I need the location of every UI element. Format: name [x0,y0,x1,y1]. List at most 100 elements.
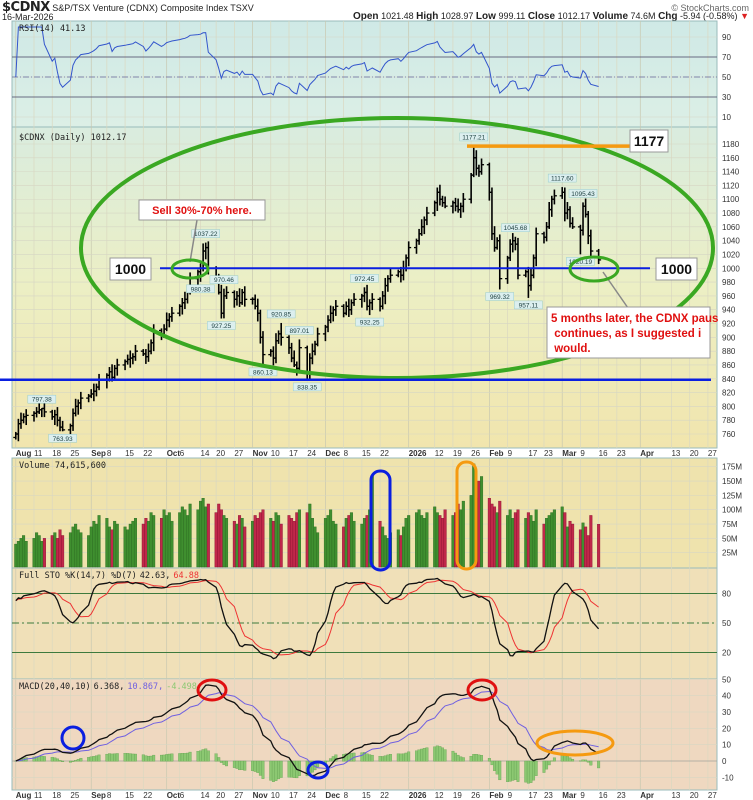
macd-low-highlight [60,725,86,751]
rsi-line [15,26,599,96]
volume-bar [511,518,515,568]
price-bar [315,327,321,347]
x-tick-label: Dec [325,791,340,800]
macd-histogram-bar [89,756,93,762]
price-bar [23,409,29,426]
macd-histogram-bar [165,754,169,762]
volume-bar [133,518,137,568]
volume-bar [334,523,338,568]
volume-bar [105,518,109,568]
macd-histogram-bar [381,756,385,762]
price-bar [406,241,412,267]
macd-peak-highlight [466,678,498,702]
price-bar [369,293,375,311]
volume-bar [323,518,327,568]
macd-histogram-bar [469,756,473,762]
volume-bar [37,535,41,568]
y-tick-label: 20 [722,648,731,657]
price-bar [296,339,302,374]
pause-note: 5 months later, the CDNX paus continues,… [551,313,718,355]
macd-histogram-bar [204,748,208,762]
macd-histogram-bar [287,760,291,778]
volume-bar [290,518,294,568]
macd-histogram-bar [443,749,447,762]
y-tick-label: 1180 [722,140,740,149]
y-tick-label: 940 [722,306,736,315]
x-tick-label: 25 [70,791,79,800]
volume-bar [563,512,567,568]
macd-histogram-bar [219,760,223,763]
volume-bar [316,532,320,568]
macd-histogram-bar [167,753,171,762]
y-tick-label: 1140 [722,168,740,177]
macd-histogram-bar [186,752,189,762]
volume-bar [305,512,309,568]
volume-bar [61,535,65,568]
price-label-box [285,326,314,335]
macd-histogram-bar [386,754,390,762]
volume-bar [251,520,255,568]
y-tick-label: 920 [722,320,736,329]
index-name: S&P/TSX Venture (CDNX) Composite Index [52,3,228,13]
price-label: 838.35 [297,384,317,391]
macd-histogram-bar [199,750,202,762]
macd-histogram-bar [115,753,119,762]
volume-bar [490,503,494,568]
open-label: Open [352,11,379,22]
rsi-panel [11,20,718,128]
price-label-box [191,229,220,238]
volume-bar [165,515,169,568]
price-bar [551,189,557,205]
x-tick-label: Nov [253,791,269,800]
macd-histogram-bar [108,753,111,762]
volume-bar [22,535,26,568]
volume-bar [107,526,111,568]
price-bar [114,358,120,376]
price-label: 957.11 [519,302,539,309]
macd-histogram-bar [110,753,114,762]
y-tick-label: 75M [722,520,738,529]
macd-histogram-bar [170,753,174,762]
macd-histogram-bar [217,757,221,762]
macd-histogram-bar [206,750,210,762]
y-tick-label: 30 [722,93,731,102]
macd-histogram-bar [61,760,65,762]
y-tick-label: 100M [722,506,742,515]
macd-histogram-bar [586,760,590,763]
volume-bar [352,520,356,568]
price-bar [333,300,339,316]
volume-bar [360,523,364,568]
price-bar [169,306,175,322]
x-tick-label: Mar [562,449,576,458]
open-value: 1021.48 [381,11,414,21]
x-tick-label: 8 [344,449,349,458]
y-tick-label: 760 [722,430,736,439]
price-label-box [292,382,322,392]
price-label-box [547,173,577,183]
volume-bar [545,518,549,568]
macd-histogram-bar [214,753,218,762]
y-tick-label: 50 [722,619,731,628]
macd-legend: MACD(20,40,10) 6.368, 10.867, -4.498 [19,682,197,692]
x-tick-label: 9 [580,791,585,800]
price-bar [533,227,539,267]
volume-bar [16,541,20,568]
volume-bar [404,518,408,568]
y-tick-label: 50M [722,534,738,543]
volume-bar [435,512,439,568]
macd-histogram-bar [253,760,257,772]
macd-histogram-bar [76,759,80,762]
y-tick-label: 125M [722,491,742,500]
y-tick-label: 880 [722,347,736,356]
price-bar [387,268,393,283]
y-tick-label: -10 [722,773,734,782]
volume-bar [74,523,78,568]
price-label: 927.25 [211,323,231,330]
volume-bar [295,512,299,568]
volume-bar [53,532,57,568]
price-label-box [568,189,598,198]
macd-histogram-bar [360,752,364,762]
macd-histogram-bar [55,758,59,762]
price-label-box [248,367,278,377]
volume-bar [477,480,481,568]
